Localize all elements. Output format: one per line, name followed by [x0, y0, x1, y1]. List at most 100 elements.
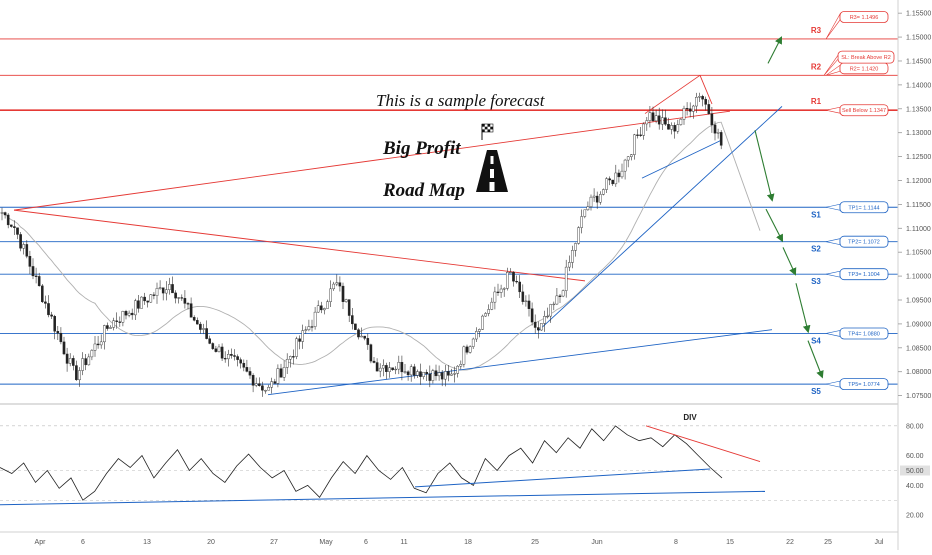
callout-r1: [839, 104, 889, 117]
callout-s4: [839, 327, 889, 340]
rsi-tick-label: 80.00: [906, 423, 924, 430]
candle-body: [546, 315, 549, 318]
candle-body: [258, 383, 261, 386]
x-tick-label: 8: [674, 539, 678, 546]
candle-body: [25, 244, 29, 257]
candle-body: [270, 381, 274, 388]
candle-body: [719, 132, 723, 146]
candle-body: [406, 371, 410, 376]
candle-body: [223, 358, 227, 360]
candle-body: [462, 346, 466, 365]
forecast-arrow: [795, 283, 811, 334]
candle-body: [642, 123, 645, 136]
candle-body: [409, 366, 413, 376]
candle-body: [354, 323, 357, 330]
callout-s5: [839, 378, 889, 391]
callout-text-s4: TP4= 1.0880: [848, 331, 880, 337]
candle-body: [357, 329, 360, 338]
candle-body: [140, 296, 143, 309]
level-tag-r3: R3: [811, 26, 822, 35]
y-tick-label: 1.11000: [906, 226, 931, 233]
candle-body: [413, 366, 416, 376]
candle-body: [679, 119, 683, 125]
candle-body: [211, 343, 215, 349]
candle-body: [654, 115, 658, 122]
candle-body: [521, 291, 525, 302]
candle-body: [456, 365, 460, 374]
level-tag-r2: R2: [811, 62, 822, 71]
trend-line: [641, 139, 723, 179]
candle-body: [440, 372, 444, 380]
candle-body: [84, 358, 87, 366]
forecast-arrow: [782, 247, 797, 276]
candle-body: [586, 206, 590, 211]
candle-body: [499, 288, 503, 293]
candle-body: [75, 365, 78, 381]
candle-body: [152, 294, 156, 296]
x-tick-label: Jul: [875, 539, 884, 546]
trend-line: [699, 75, 713, 105]
candle-body: [416, 371, 419, 376]
candle-body: [471, 338, 475, 347]
candle-body: [351, 315, 354, 325]
candle-body: [611, 179, 614, 185]
candle-body: [512, 272, 515, 282]
y-tick-label: 1.10500: [906, 250, 931, 257]
rsi-divergence-line: [645, 425, 761, 462]
candle-body: [419, 371, 422, 377]
forecast-arrow: [807, 340, 824, 379]
road-icon: [476, 150, 508, 192]
y-tick-label: 1.10000: [906, 274, 931, 281]
candle-body: [3, 212, 7, 216]
rsi-tick-label: 60.00: [906, 453, 924, 460]
trend-line: [13, 209, 586, 282]
candle-body: [217, 346, 221, 352]
candle-body: [264, 390, 267, 392]
candle-body: [571, 250, 574, 263]
candle-body: [199, 323, 202, 330]
x-tick-label: Apr: [35, 539, 47, 546]
candle-body: [0, 212, 4, 214]
brand-line-1: Big Profit: [382, 138, 461, 159]
x-tick-label: 22: [786, 539, 794, 546]
candle-body: [506, 272, 509, 289]
candle-body: [425, 371, 429, 375]
candle-body: [251, 375, 255, 386]
candle-body: [378, 367, 382, 372]
candle-body: [540, 323, 543, 331]
candle-body: [692, 105, 695, 112]
candle-body: [524, 300, 528, 302]
candle-body: [685, 108, 689, 110]
candle-body: [158, 287, 162, 289]
candle-body: [239, 359, 243, 364]
y-tick-label: 1.12500: [906, 154, 931, 161]
callout-text-s5: TP5= 1.0774: [848, 382, 880, 388]
x-tick-label: 13: [143, 539, 151, 546]
candle-body: [124, 311, 128, 316]
candle-body: [459, 364, 463, 367]
moving-average-line: [1, 121, 761, 371]
candle-body: [273, 381, 277, 384]
candle-body: [639, 134, 642, 136]
candle-body: [168, 284, 171, 290]
candle-body: [403, 371, 407, 373]
candle-body: [552, 303, 556, 306]
candle-body: [453, 373, 456, 375]
candle-body: [323, 308, 326, 311]
candle-body: [313, 311, 317, 327]
candle-body: [468, 346, 472, 353]
candle-body: [558, 295, 562, 297]
rsi-tick-label: 40.00: [906, 483, 924, 490]
candle-body: [704, 98, 707, 105]
candle-body: [657, 115, 661, 125]
candle-body: [444, 371, 447, 380]
candle-body: [478, 329, 481, 332]
candle-body: [667, 124, 670, 130]
candle-body: [102, 325, 106, 343]
candle-body: [661, 117, 664, 125]
x-tick-label: 6: [81, 539, 85, 546]
candle-body: [130, 312, 134, 316]
candle-body: [53, 316, 56, 332]
brand-line-2: Road Map: [382, 180, 465, 201]
x-tick-label: 6: [364, 539, 368, 546]
